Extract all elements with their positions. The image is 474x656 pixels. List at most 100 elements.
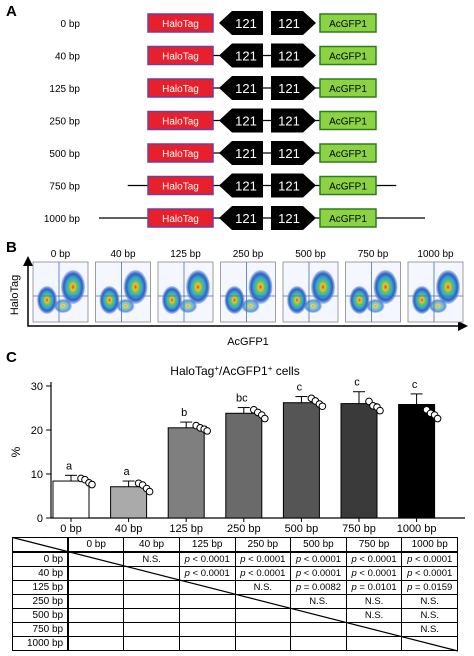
population-single-positive: [366, 299, 385, 313]
panel-c-letter: C: [6, 349, 17, 366]
significance-letter: c: [297, 382, 303, 394]
table-row: 40 bp p < 0.0001 p < 0.0001 p < 0.0001 p < 0…: [12, 566, 458, 581]
table-cell: [290, 622, 347, 637]
loxp-left-element: [219, 76, 263, 100]
x-tick-label: 40 bp: [115, 523, 143, 535]
construct-row: 1000 bp HaloTag 121 121 AcGFP1: [44, 206, 425, 230]
table-cell: [178, 594, 236, 609]
table-cell: [345, 622, 403, 637]
bar: [398, 403, 436, 519]
flow-plot-label: 250 bp: [233, 249, 264, 260]
population-double-negative: [162, 286, 182, 314]
y-tick-label: 10: [31, 469, 43, 481]
data-point: [318, 402, 327, 411]
table-column-header: 500 bp: [290, 537, 347, 553]
halotag-box: [147, 45, 214, 66]
acgfp1-box: [319, 208, 377, 228]
loxp-right-element: [271, 11, 316, 35]
construct-length-label: 1000 bp: [44, 214, 81, 225]
table-cell: p < 0.0001: [178, 551, 236, 567]
flow-plot-label: 500 bp: [295, 249, 326, 260]
significance-letter: b: [181, 407, 187, 419]
significance-letter: c: [412, 379, 418, 391]
construct-length-label: 750 bp: [49, 182, 80, 193]
table-cell: [234, 608, 292, 623]
population-single-positive: [241, 299, 260, 313]
population-double-negative: [412, 286, 432, 314]
table-cell: N.S.: [401, 622, 458, 637]
table-cell: [123, 580, 180, 595]
bar: [282, 402, 320, 519]
bar-group: bc 250 bp: [225, 393, 269, 535]
halotag-label: HaloTag: [162, 149, 199, 160]
loxp-right-label: 121: [278, 211, 300, 226]
construct-row: 250 bp HaloTag 121 121 AcGFP1: [49, 108, 377, 133]
construct-row: 750 bp HaloTag 121 121 AcGFP1: [49, 173, 397, 198]
loxp-left-label: 121: [235, 16, 257, 31]
table-cell: [123, 566, 180, 581]
loxp-left-label: 121: [235, 49, 257, 64]
loxp-left-label: 121: [235, 211, 257, 226]
construct-row: 125 bp HaloTag 121 121 AcGFP1: [49, 76, 377, 100]
y-tick-label: 20: [31, 425, 43, 437]
halotag-box: [147, 110, 214, 131]
table-cell: [290, 636, 347, 651]
table-cell: [123, 622, 180, 637]
population-single-positive: [179, 299, 197, 313]
table-cell: p < 0.0001: [401, 551, 458, 567]
table-cell: [178, 580, 236, 595]
population-double-positive: [123, 270, 148, 304]
table-cell: p = 0.0101: [345, 580, 403, 595]
halotag-label: HaloTag: [162, 182, 199, 193]
y-tick-label: 30: [31, 381, 43, 393]
construct-length-label: 250 bp: [49, 117, 80, 128]
table-cell: N.S.: [290, 594, 347, 609]
halotag-label: HaloTag: [162, 19, 199, 30]
y-axis-label: HaloTag: [9, 275, 21, 315]
construct-length-label: 125 bp: [49, 84, 80, 95]
acgfp1-box: [319, 110, 377, 131]
table-row-header: 125 bp: [12, 580, 70, 595]
chart-title: HaloTag+/AcGFP1+ cells: [170, 364, 299, 379]
table-cell: p < 0.0001: [401, 566, 458, 581]
halotag-box: [147, 13, 214, 33]
flow-cytometry-panel: HaloTag AcGFP1 0 bp 40 bp 125 bp 250 bp 500 bp…: [9, 249, 468, 348]
population-double-positive: [436, 270, 460, 304]
population-double-positive: [186, 270, 210, 304]
loxp-left-element: [219, 43, 263, 68]
flow-axes: [27, 262, 462, 327]
table-cell: [67, 622, 125, 637]
bar-group: c 1000 bp: [397, 379, 442, 535]
y-tick-label: 0: [37, 513, 43, 525]
loxp-left-element: [219, 11, 263, 35]
halotag-box: [147, 143, 214, 163]
table-cell: p = 0.0082: [290, 580, 347, 595]
acgfp1-label: AcGFP1: [329, 149, 367, 160]
table-cell: [290, 608, 347, 623]
construct-row: 0 bp HaloTag 121 121 AcGFP1: [61, 11, 377, 35]
halotag-box: [147, 208, 214, 228]
construct-row: 500 bp HaloTag 121 121 AcGFP1: [49, 141, 377, 165]
construct-length-label: 500 bp: [49, 149, 80, 160]
table-cell: [178, 636, 236, 651]
table-cell: [67, 608, 125, 623]
bar-group: c 750 bp: [340, 377, 384, 535]
population-single-positive: [429, 299, 447, 313]
table-cell: [123, 608, 180, 623]
significance-letter: a: [66, 460, 73, 472]
table-column-header: 250 bp: [234, 537, 292, 553]
table-row: 250 bp N.S. N.S. N.S.: [12, 594, 458, 609]
y-axis-label: %: [9, 446, 23, 457]
x-axis-label: AcGFP1: [227, 336, 269, 348]
loxp-right-label: 121: [278, 81, 300, 96]
loxp-left-label: 121: [235, 114, 257, 129]
table-row-header: 750 bp: [12, 622, 70, 637]
significance-letter: a: [124, 466, 131, 478]
statistics-table: 0 bp 40 bp 125 bp 250 bp 500 bp 750 bp 1000 bp…: [12, 537, 458, 651]
table-cell: N.S.: [401, 594, 458, 609]
table-cell: [234, 622, 292, 637]
table-row-header: 0 bp: [12, 551, 70, 567]
population-double-negative: [37, 286, 57, 314]
table-cell: p < 0.0001: [290, 551, 347, 567]
